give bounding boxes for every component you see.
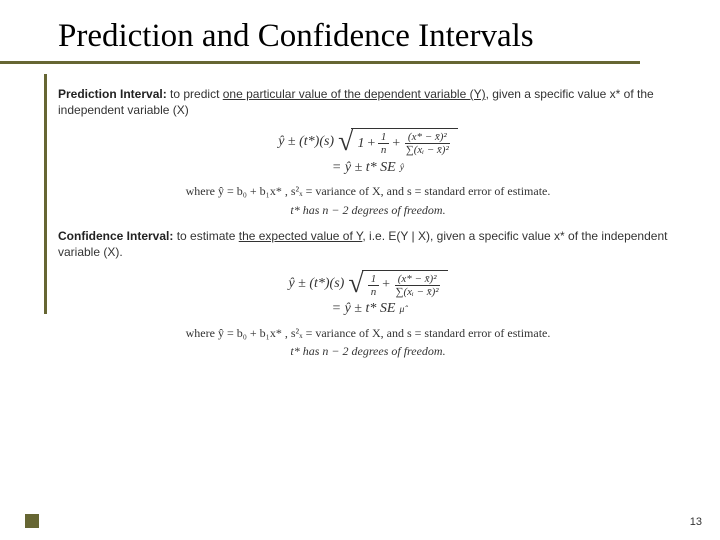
se-sub: ŷ (400, 161, 404, 174)
confidence-definition: Confidence Interval: to estimate the exp… (58, 228, 678, 260)
formula-lead-c: ŷ ± (t*)(s) (288, 275, 344, 294)
frac-den2-c: ∑(xᵢ − x̄)² (393, 286, 442, 298)
frac-ss: (x* − x̄)² ∑(xᵢ − x̄)² (403, 131, 452, 156)
content-area: Prediction Interval: to predict one part… (58, 86, 678, 370)
confidence-def-a: to estimate (173, 229, 238, 243)
confidence-where2: t* has n − 2 degrees of freedom. (58, 343, 678, 359)
plus-c: + (381, 276, 390, 295)
prediction-where: where ŷ = b₀ + b₁x* , s²ₓ = variance of … (58, 183, 678, 199)
sqrt-block: √ 1 + 1 n + (x* − x̄)² ∑(xᵢ − x̄)² (338, 128, 458, 156)
where-a: where (186, 184, 218, 198)
title-area: Prediction and Confidence Intervals (0, 0, 720, 64)
radicand-c: 1 n + (x* − x̄)² ∑(xᵢ − x̄)² (362, 270, 448, 298)
confidence-where: where ŷ = b₀ + b₁x* , s²ₓ = variance of … (58, 325, 678, 341)
se-row: = ŷ ± t* SE ŷ (58, 159, 678, 178)
prediction-def-underlined: one particular value of the dependent va… (223, 87, 486, 101)
frac-1n-c: 1 n (368, 273, 380, 298)
prediction-definition: Prediction Interval: to predict one part… (58, 86, 678, 118)
se-row-c: = ŷ ± t* SEμ̂ (58, 300, 678, 319)
frac-den: n (378, 144, 390, 156)
one: 1 (357, 135, 364, 154)
prediction-formula: ŷ ± (t*)(s) √ 1 + 1 n + (x* − x̄)² (58, 128, 678, 177)
slide: Prediction and Confidence Intervals Pred… (0, 0, 720, 540)
confidence-formula: ŷ ± (t*)(s) √ 1 n + (x* − x̄)² ∑(xᵢ − x̄… (58, 270, 678, 319)
sqrt-block-c: √ 1 n + (x* − x̄)² ∑(xᵢ − x̄)² (348, 270, 447, 298)
left-accent-bar (44, 74, 47, 314)
formula-row: ŷ ± (t*)(s) √ 1 + 1 n + (x* − x̄)² (58, 128, 678, 156)
where-b-c: ŷ = b₀ + b₁x* , s²ₓ = variance of X, and… (218, 326, 550, 340)
formula-lead: ŷ ± (t*)(s) (278, 133, 334, 152)
where-b: ŷ = b₀ + b₁x* , s²ₓ = variance of X, and… (218, 184, 550, 198)
frac-den-c: n (368, 286, 380, 298)
se-line: = ŷ ± t* SE (332, 159, 396, 178)
frac-1n: 1 n (378, 131, 390, 156)
frac-num2: (x* − x̄)² (405, 131, 450, 144)
radicand: 1 + 1 n + (x* − x̄)² ∑(xᵢ − x̄)² (351, 128, 457, 156)
slide-title: Prediction and Confidence Intervals (58, 18, 720, 55)
frac-num2-c: (x* − x̄)² (395, 273, 440, 286)
plus1: + (366, 135, 375, 154)
frac-num-c: 1 (368, 273, 380, 286)
where-a-c: where (186, 326, 218, 340)
prediction-label: Prediction Interval: (58, 87, 167, 101)
confidence-def-underlined: the expected value of Y (239, 229, 363, 243)
frac-den2: ∑(xᵢ − x̄)² (403, 144, 452, 156)
se-line-c: = ŷ ± t* SE (332, 300, 396, 319)
plus2: + (391, 135, 400, 154)
prediction-where2: t* has n − 2 degrees of freedom. (58, 202, 678, 218)
page-number: 13 (690, 516, 702, 528)
prediction-def-a: to predict (167, 87, 223, 101)
corner-accent (25, 514, 39, 528)
confidence-label: Confidence Interval: (58, 229, 173, 243)
frac-ss-c: (x* − x̄)² ∑(xᵢ − x̄)² (393, 273, 442, 298)
se-sub-c: μ̂ (399, 303, 404, 316)
frac-num: 1 (378, 131, 390, 144)
formula-row-c: ŷ ± (t*)(s) √ 1 n + (x* − x̄)² ∑(xᵢ − x̄… (58, 270, 678, 298)
title-underline (0, 61, 640, 64)
